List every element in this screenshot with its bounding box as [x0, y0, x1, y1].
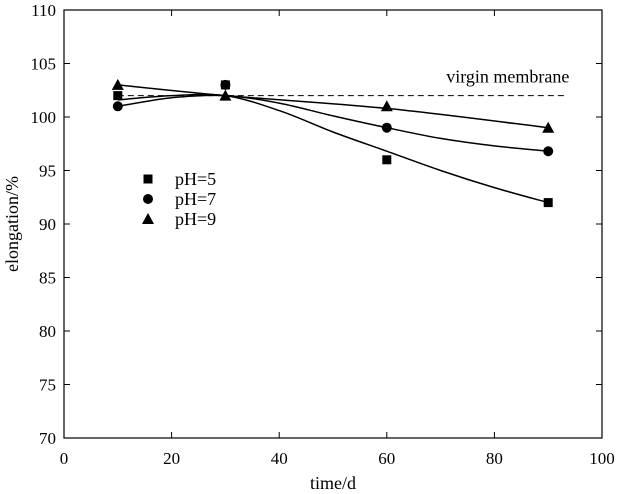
fit-curve-ph9 — [117, 84, 549, 129]
y-axis-label: elongation/% — [2, 176, 22, 272]
y-tick-label: 95 — [39, 162, 56, 181]
y-tick-label: 100 — [31, 108, 57, 127]
y-tick-label: 110 — [31, 1, 56, 20]
legend-marker-ph5 — [143, 174, 153, 184]
fit-curve-ph7 — [117, 94, 549, 152]
legend-marker-ph9 — [142, 213, 154, 224]
x-tick-label: 0 — [60, 449, 69, 468]
x-tick-label: 100 — [589, 449, 615, 468]
y-tick-label: 75 — [39, 376, 56, 395]
y-tick-label: 90 — [39, 215, 56, 234]
fit-curve-ph5 — [117, 93, 549, 204]
x-tick-label: 20 — [163, 449, 180, 468]
data-point-ph7 — [543, 146, 554, 157]
y-tick-label: 80 — [39, 322, 56, 341]
data-point-ph7 — [381, 122, 392, 133]
data-point-ph9 — [542, 121, 555, 133]
data-point-ph9 — [219, 89, 232, 101]
y-tick-label: 70 — [39, 429, 56, 448]
y-tick-label: 85 — [39, 269, 56, 288]
virgin-membrane-label: virgin membrane — [446, 67, 569, 87]
legend-label-ph5: pH=5 — [175, 169, 216, 189]
data-point-ph5 — [113, 91, 123, 101]
x-tick-label: 40 — [271, 449, 288, 468]
axis-ticks: 0 20 40 60 80 100 70 75 80 85 90 95 100 105 110 — [31, 1, 615, 468]
y-tick-label: 105 — [31, 55, 57, 74]
data-point-ph7 — [112, 101, 123, 112]
x-tick-label: 80 — [486, 449, 503, 468]
x-tick-label: 60 — [378, 449, 395, 468]
legend: pH=5pH=7pH=9 — [142, 169, 216, 229]
data-point-ph5 — [543, 198, 553, 208]
data-point-ph7 — [220, 79, 231, 90]
legend-label-ph7: pH=7 — [175, 189, 216, 209]
fit-curves — [117, 84, 549, 204]
data-markers — [111, 78, 555, 208]
data-point-ph9 — [111, 78, 124, 90]
legend-label-ph9: pH=9 — [175, 209, 216, 229]
data-point-ph9 — [380, 100, 393, 112]
x-axis-label: time/d — [310, 473, 356, 493]
data-point-ph5 — [382, 155, 392, 165]
legend-marker-ph7 — [143, 194, 153, 204]
